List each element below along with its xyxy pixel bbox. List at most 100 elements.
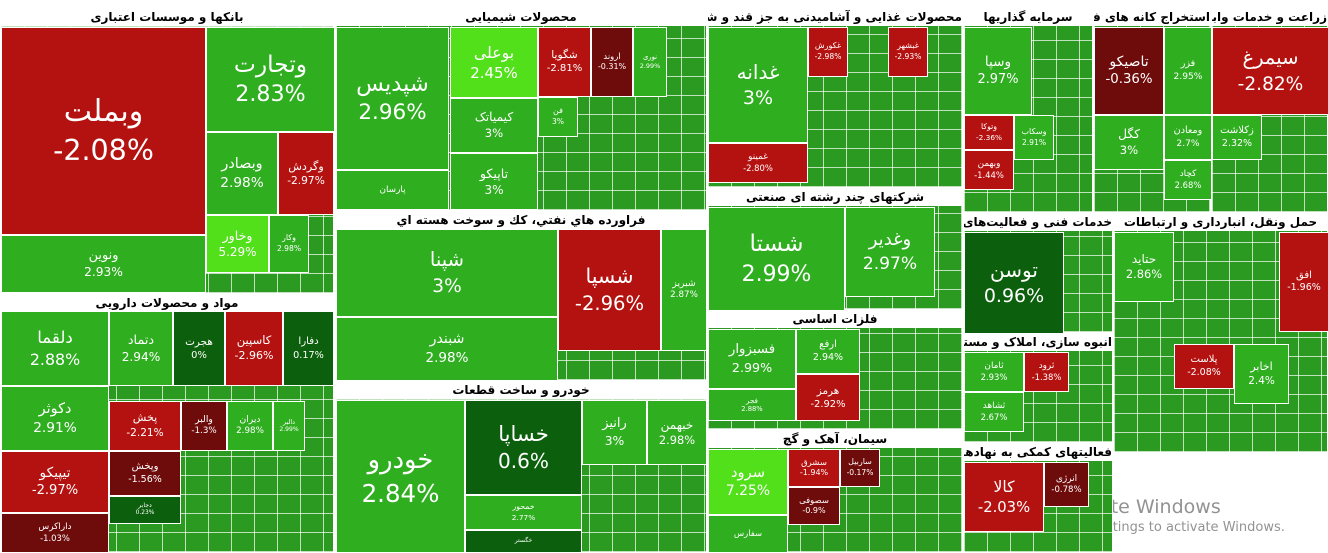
stock-change: 2.86% [1125, 267, 1163, 282]
stock-change: 2.96% [358, 100, 427, 126]
stock-change: 2.87% [670, 290, 698, 301]
stock-tile: ثامان 2.93% [964, 352, 1024, 392]
sector: زراعت و خدمات وابسته سیمرغ -2.82% زکلاشت2.3… [1211, 8, 1328, 213]
stock-tile: شبندر 2.98% [336, 317, 558, 381]
stock-name: غمینو [748, 152, 768, 163]
stock-tile: غدانه 3% [708, 27, 808, 143]
stock-tile: وپخش -1.56% [109, 451, 181, 496]
stock-tile: سیمرغ -2.82% [1212, 27, 1328, 115]
stock-name: پخش [132, 411, 158, 425]
stock-name: ونوین [88, 248, 119, 264]
stock-change: 7.25% [725, 483, 771, 500]
stock-name: اخابر [1250, 359, 1273, 373]
stock-name: پارسان [379, 185, 406, 195]
stock-name: کیمیاتک [474, 110, 514, 125]
sector: خدمات فنی و فعالیت‌های وابسته به آنتوسن0… [963, 213, 1113, 334]
stock-name: وبهمن [977, 159, 1001, 170]
stock-name: انرژی [1055, 473, 1078, 484]
stock-tile: خگستر [465, 530, 582, 553]
stock-tile: حتاید 2.86% [1114, 232, 1174, 302]
sector: بانکها و موسسات اعتباری وبملت -2.08% وتجارت… [0, 8, 335, 294]
stock-change: 2.67% [980, 412, 1008, 423]
stock-tile: تاپیکو 3% [450, 153, 538, 210]
stock-change: 2.32% [1221, 137, 1253, 149]
sector-title: محصولات غذایی و آشامیدنی به جز قند و شکر [708, 9, 962, 26]
sector-title: حمل ونقل، انبارداری و ارتباطات [1114, 214, 1327, 231]
stock-change: 3% [604, 433, 625, 448]
stock-change: -1.3% [191, 426, 217, 437]
stock-name: تاپیکو [479, 165, 509, 181]
stock-change: -2.81% [546, 63, 583, 75]
stock-change: 2.97% [862, 253, 918, 274]
stock-tile: هجرت 0% [173, 311, 225, 386]
stock-name: دالبر [282, 417, 296, 426]
stock-tile: وبصادر 2.98% [206, 132, 278, 215]
stock-tile: ثشاهد 2.67% [964, 392, 1024, 432]
stock-change: -0.31% [597, 62, 627, 72]
stock-change: 2.94% [812, 351, 844, 363]
stock-name: غکورش [814, 41, 842, 51]
stock-name: شستا [749, 230, 804, 257]
sector: فراورده هاي نفتي، كك و سوخت هسته اي شپنا 3… [335, 211, 707, 381]
stock-tile: وخاور 5.29% [206, 215, 269, 273]
stock-change: -2.08% [1187, 366, 1221, 378]
stock-tile: فزر 2.95% [1164, 27, 1212, 115]
stock-name: تاصیکو [1109, 53, 1149, 70]
stock-tile: پارسان [336, 170, 449, 210]
stock-tile: خساپا 0.6% [465, 400, 582, 495]
stock-tile: فسبزوار 2.99% [708, 329, 796, 389]
sector: محصولات غذایی و آشامیدنی به جز قند و شکر… [707, 8, 963, 188]
stock-change: 2.98% [425, 350, 469, 367]
stock-tile: کچاد 2.68% [1164, 160, 1212, 200]
stock-tile: دالبر 2.99% [273, 401, 305, 451]
stock-tile: شستا 2.99% [708, 207, 845, 311]
stock-name: خگستر [514, 537, 533, 545]
sector-title: استخراج کانه های فلزی [1094, 9, 1210, 26]
stock-tile: انرژی -0.78% [1044, 462, 1089, 507]
stock-tile: شپدیس 2.96% [336, 27, 449, 170]
stock-change: 2.99% [731, 360, 773, 376]
stock-name: فسبزوار [728, 342, 776, 358]
stock-change: 2.94% [121, 349, 161, 364]
stock-name: ومعادن [1173, 124, 1203, 136]
stock-name: سفارس [733, 528, 763, 539]
stock-tile: وسکاب 2.91% [1014, 115, 1054, 160]
stock-tile: بوعلی 2.45% [450, 27, 538, 98]
stock-tile: تیپیکو -2.97% [1, 451, 109, 513]
stock-tile: شگویا -2.81% [538, 27, 591, 97]
stock-name: وتوکا [981, 122, 997, 132]
stock-change: 3% [742, 86, 774, 109]
sector: شرکتهای چند رشته ای صنعتی شستا 2.99% وغدیر 2… [707, 188, 963, 311]
stock-change: -1.96% [1287, 282, 1321, 294]
stock-tile: تاصیکو -0.36% [1094, 27, 1164, 115]
stock-change: -2.36% [975, 132, 1003, 142]
stock-name: داراکرس [38, 522, 72, 533]
stock-name: کچاد [1179, 169, 1197, 180]
stock-name: رانیز [602, 416, 627, 432]
stock-name: شگویا [551, 49, 578, 62]
stock-name: ارفع [819, 339, 837, 351]
stock-change: -2.97% [287, 173, 325, 187]
stock-tile: فجر 2.88% [708, 389, 796, 421]
sector: مواد و محصولات دارویی دلقما 2.88% دتماد 2.94… [0, 294, 334, 553]
sector-title: فعالیتهای کمکی به نهادهای مالی واسط [964, 444, 1112, 461]
stock-name: فجر [746, 395, 758, 405]
stock-tile: خودرو 2.84% [336, 400, 465, 553]
stock-change: -2.80% [743, 163, 773, 174]
stock-tile: پخش -2.21% [109, 401, 181, 451]
stock-name: خبهمن [660, 417, 694, 432]
stock-change: 0% [191, 349, 207, 361]
stock-name: وسکاب [1021, 126, 1047, 136]
stock-tile: دلقما 2.88% [1, 311, 109, 386]
stock-name: ثرود [1038, 361, 1055, 372]
stock-change: -1.03% [40, 533, 70, 544]
stock-change: -2.92% [810, 398, 846, 410]
stock-tile: وگردش -2.97% [278, 132, 334, 215]
stock-change: 2.88% [741, 405, 763, 414]
stock-change: -1.94% [799, 468, 829, 478]
stock-tile: دکوثر 2.91% [1, 386, 109, 451]
stock-tile: خمحور 2.77% [465, 495, 582, 530]
sector-title: خدمات فنی و فعالیت‌های وابسته به آن [964, 214, 1112, 231]
sector-title: فلزات اساسی [708, 311, 962, 328]
sector: فلزات اساسی فسبزوار 2.99% ارفع 2.94% هرمز -2.9… [707, 310, 963, 430]
